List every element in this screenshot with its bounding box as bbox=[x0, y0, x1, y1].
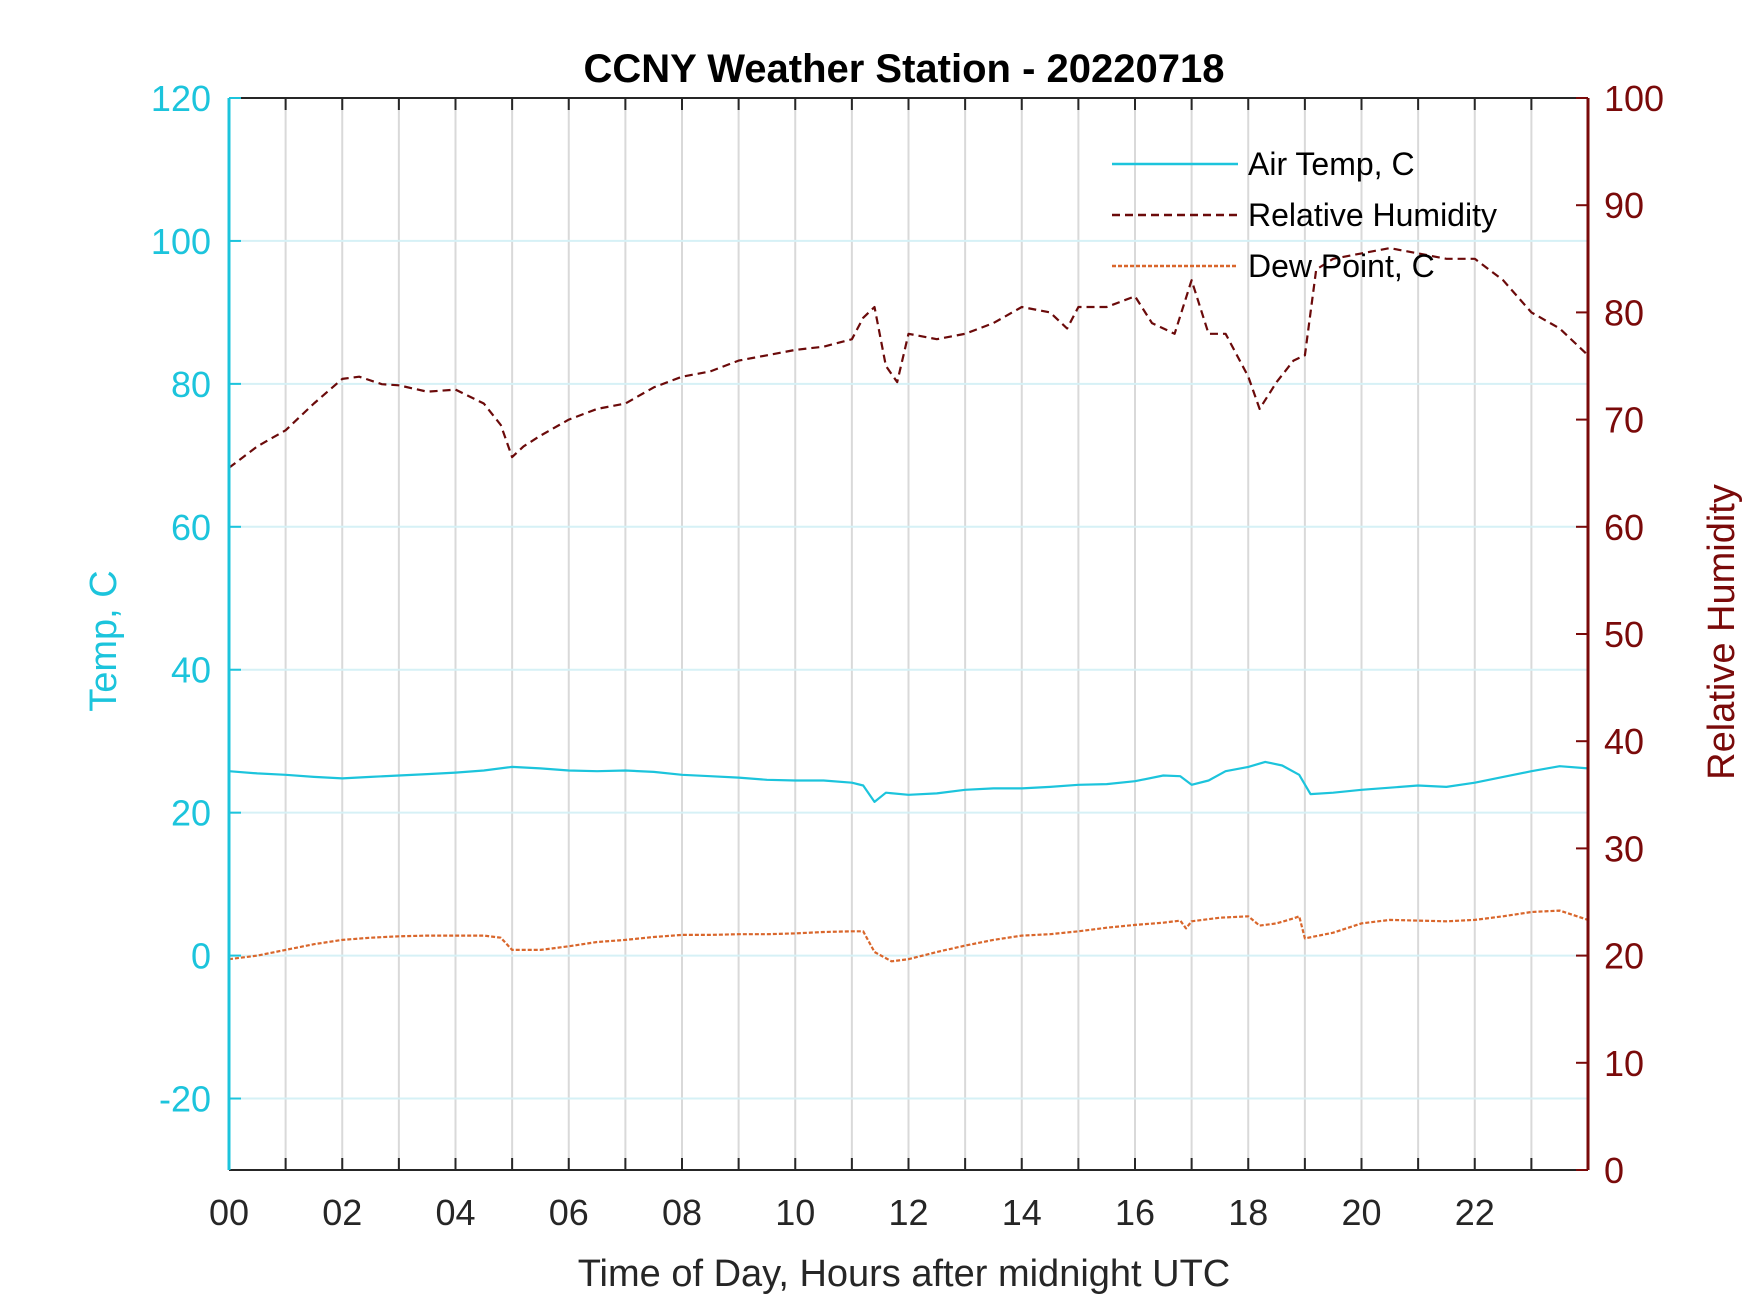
legend-label: Air Temp, C bbox=[1248, 146, 1415, 182]
y-left-tick-label: 60 bbox=[171, 507, 211, 548]
y-axis-right-label: Relative Humidity bbox=[1701, 484, 1743, 780]
series-line bbox=[228, 760, 1589, 804]
y-left-tick-label: -20 bbox=[159, 1079, 211, 1120]
chart-title: CCNY Weather Station - 20220718 bbox=[584, 47, 1225, 91]
x-axis-label: Time of Day, Hours after midnight UTC bbox=[578, 1253, 1231, 1295]
y-right-tick-label: 100 bbox=[1604, 78, 1664, 119]
y-axis-left-label: Temp, C bbox=[83, 570, 125, 711]
y-right-tick-label: 60 bbox=[1604, 507, 1644, 548]
y-right-tick-label: 0 bbox=[1604, 1150, 1624, 1191]
y-right-tick-label: 50 bbox=[1604, 614, 1644, 655]
x-tick-label: 08 bbox=[662, 1192, 702, 1233]
x-tick-label: 14 bbox=[1002, 1192, 1042, 1233]
y-left-tick-label: 20 bbox=[171, 793, 211, 834]
x-tick-label: 00 bbox=[209, 1192, 249, 1233]
x-tick-label: 20 bbox=[1341, 1192, 1381, 1233]
y-right-tick-label: 80 bbox=[1604, 292, 1644, 333]
x-tick-label: 02 bbox=[322, 1192, 362, 1233]
x-tick-label: 22 bbox=[1455, 1192, 1495, 1233]
x-tick-label: 10 bbox=[775, 1192, 815, 1233]
y-right-tick-label: 10 bbox=[1604, 1043, 1644, 1084]
x-tick-label: 18 bbox=[1228, 1192, 1268, 1233]
legend-label: Dew Point, C bbox=[1248, 248, 1435, 284]
axes-layer: 00 02 04 06 08 10 12 14 16 18 20 22-200204060801001… bbox=[151, 78, 1664, 1233]
series-line bbox=[228, 247, 1589, 469]
y-right-tick-label: 40 bbox=[1604, 721, 1644, 762]
y-left-tick-label: 40 bbox=[171, 650, 211, 691]
y-left-tick-label: 80 bbox=[171, 364, 211, 405]
legend-label: Relative Humidity bbox=[1248, 197, 1497, 233]
x-tick-label: 16 bbox=[1115, 1192, 1155, 1233]
y-right-tick-label: 20 bbox=[1604, 936, 1644, 977]
legend: Air Temp, C Relative Humidity Dew Point, C bbox=[1112, 146, 1497, 284]
y-right-tick-label: 70 bbox=[1604, 400, 1644, 441]
x-tick-label: 06 bbox=[549, 1192, 589, 1233]
y-left-tick-label: 0 bbox=[191, 936, 211, 977]
y-left-tick-label: 100 bbox=[151, 221, 211, 262]
x-tick-label: 12 bbox=[888, 1192, 928, 1233]
x-grid bbox=[284, 98, 1533, 1170]
x-tick-label: 04 bbox=[435, 1192, 475, 1233]
y-right-tick-label: 90 bbox=[1604, 185, 1644, 226]
y-right-tick-label: 30 bbox=[1604, 828, 1644, 869]
series-layer bbox=[228, 247, 1589, 963]
y-left-tick-label: 120 bbox=[151, 78, 211, 119]
